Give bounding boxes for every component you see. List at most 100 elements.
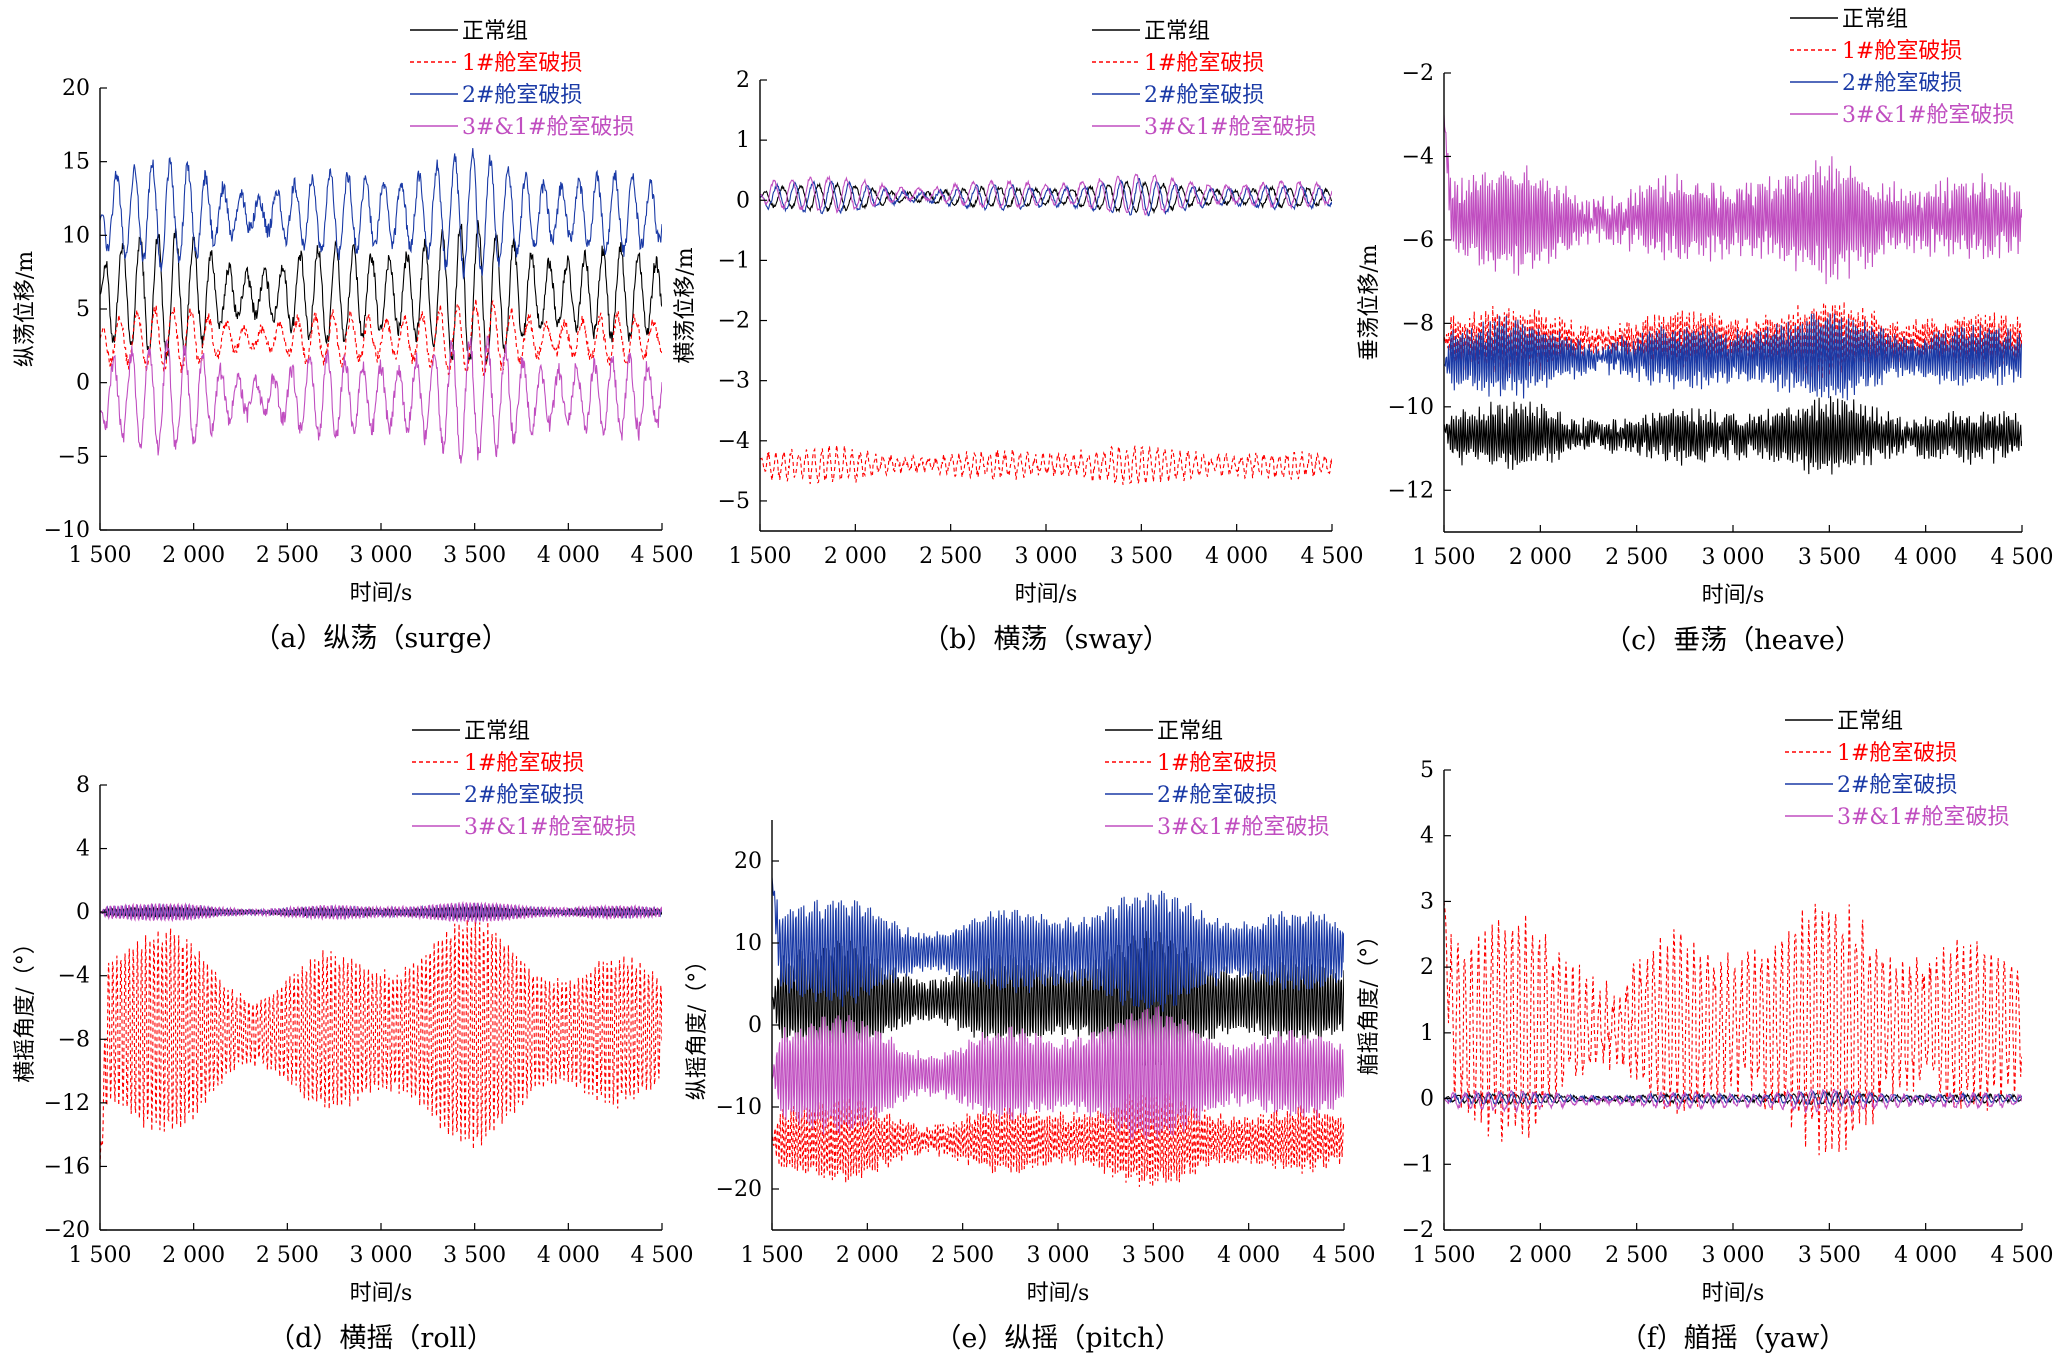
x-tick-label: 1 500: [69, 1243, 132, 1268]
legend-label: 正常组: [1842, 7, 1908, 32]
series-line-1: [1444, 396, 2022, 475]
y-tick-label: −2: [1402, 1218, 1434, 1243]
series-line-4: [100, 900, 662, 925]
y-tick-label: −10: [44, 518, 90, 543]
x-axis-label: 时间/s: [1702, 583, 1765, 608]
y-tick-label: −3: [718, 369, 750, 394]
series-line-2: [100, 919, 662, 1167]
y-tick-label: 15: [62, 150, 90, 175]
y-tick-label: −20: [716, 1177, 762, 1202]
panel-caption: （e）纵摇（pitch）: [934, 1323, 1181, 1354]
series-line-2: [1444, 901, 2022, 1156]
panel-caption: （d）横摇（roll）: [268, 1323, 494, 1354]
x-tick-label: 3 000: [350, 1243, 413, 1268]
legend-label: 3#&1#舱室破损: [1144, 115, 1316, 140]
x-tick-label: 4 000: [1217, 1243, 1280, 1268]
series-line-2: [760, 445, 1332, 485]
y-tick-label: 8: [76, 773, 90, 798]
legend: 正常组 1#舱室破损 2#舱室破损 3#&1#舱室破损: [1785, 709, 2009, 830]
series-group: [100, 900, 662, 1167]
y-tick-label: −8: [58, 1027, 90, 1052]
legend-label: 正常组: [464, 719, 530, 744]
legend-label: 2#舱室破损: [1157, 783, 1277, 808]
x-axis-label: 时间/s: [1027, 1281, 1090, 1306]
y-tick-label: −6: [1402, 228, 1434, 253]
x-tick-label: 1 500: [1413, 545, 1476, 570]
y-tick-label: −5: [718, 489, 750, 514]
y-tick-label: 20: [734, 849, 762, 874]
series-line-3: [1444, 1090, 2022, 1108]
series-line-4: [100, 335, 662, 464]
y-tick-label: 0: [1420, 1087, 1434, 1112]
legend-label: 2#舱室破损: [1144, 83, 1264, 108]
y-tick-label: −8: [1402, 311, 1434, 336]
legend-label: 3#&1#舱室破损: [1837, 805, 2009, 830]
chart-panel-1: −10 −5 0 5 10 15 20 1 500 2 000 2 500 3 000 3 500 4 …: [13, 19, 693, 654]
x-tick-label: 4 500: [1991, 1243, 2054, 1268]
series-line-4: [772, 1006, 1344, 1141]
y-tick-label: 4: [76, 837, 90, 862]
y-tick-label: −12: [1388, 478, 1434, 503]
x-tick-label: 1 500: [1413, 1243, 1476, 1268]
x-tick-label: 2 000: [1509, 545, 1572, 570]
x-tick-label: 4 500: [1313, 1243, 1376, 1268]
legend: 正常组 1#舱室破损 2#舱室破损 3#&1#舱室破损: [410, 19, 634, 140]
y-tick-label: 5: [1420, 758, 1434, 783]
x-tick-label: 1 500: [69, 543, 132, 568]
y-tick-label: −1: [718, 248, 750, 273]
x-tick-label: 2 000: [824, 544, 887, 569]
x-tick-label: 3 500: [1798, 1243, 1861, 1268]
legend-label: 1#舱室破损: [1837, 741, 1957, 766]
panel-caption: （a）纵荡（surge）: [253, 623, 509, 654]
legend-label: 正常组: [462, 19, 528, 44]
panel-caption: （f）艏摇（yaw）: [1620, 1323, 1846, 1354]
legend-label: 1#舱室破损: [1144, 51, 1264, 76]
x-tick-label: 4 000: [1894, 1243, 1957, 1268]
chart-panel-5: −20 −10 0 10 20 1 500 2 000 2 500 3 000 3 500 4 00…: [685, 719, 1375, 1354]
series-line-3: [100, 148, 662, 280]
x-tick-label: 3 500: [1110, 544, 1173, 569]
y-axis-label: 纵摇角度/（°）: [685, 950, 710, 1100]
x-axis-label: 时间/s: [1702, 1281, 1765, 1306]
series-line-4: [1444, 114, 2022, 285]
y-tick-label: 5: [76, 297, 90, 322]
x-tick-label: 3 500: [443, 543, 506, 568]
x-tick-label: 4 500: [631, 1243, 694, 1268]
legend-label: 1#舱室破损: [1842, 39, 1962, 64]
x-axis-label: 时间/s: [1015, 582, 1078, 607]
x-tick-label: 2 000: [162, 1243, 225, 1268]
y-tick-label: 0: [748, 1013, 762, 1038]
y-tick-label: −1: [1402, 1152, 1434, 1177]
y-tick-label: −12: [44, 1091, 90, 1116]
series-group: [1444, 901, 2022, 1156]
legend-label: 1#舱室破损: [462, 51, 582, 76]
legend-label: 2#舱室破损: [462, 83, 582, 108]
x-tick-label: 2 500: [1605, 545, 1668, 570]
legend-label: 1#舱室破损: [1157, 751, 1277, 776]
y-tick-label: 0: [76, 371, 90, 396]
y-tick-label: −2: [718, 309, 750, 334]
series-group: [100, 148, 662, 464]
y-tick-label: −20: [44, 1218, 90, 1243]
x-tick-label: 2 000: [836, 1243, 899, 1268]
y-tick-label: 0: [736, 188, 750, 213]
series-line-2: [772, 1090, 1344, 1187]
x-tick-label: 3 000: [1015, 544, 1078, 569]
legend-label: 正常组: [1144, 19, 1210, 44]
x-tick-label: 2 500: [931, 1243, 994, 1268]
y-tick-label: 1: [1420, 1021, 1434, 1046]
y-tick-label: 4: [1420, 824, 1434, 849]
x-tick-label: 4 000: [537, 543, 600, 568]
x-tick-label: 2 500: [1605, 1243, 1668, 1268]
y-tick-label: −4: [718, 429, 750, 454]
x-tick-label: 4 500: [1301, 544, 1364, 569]
series-line-1: [760, 180, 1332, 215]
y-tick-label: 10: [62, 223, 90, 248]
y-axis-label: 垂荡位移/m: [1357, 244, 1382, 360]
x-axis-label: 时间/s: [350, 581, 413, 606]
y-tick-label: 20: [62, 76, 90, 101]
y-axis-label: 横荡位移/m: [673, 247, 698, 363]
y-tick-label: 1: [736, 128, 750, 153]
x-tick-label: 4 500: [1991, 545, 2054, 570]
